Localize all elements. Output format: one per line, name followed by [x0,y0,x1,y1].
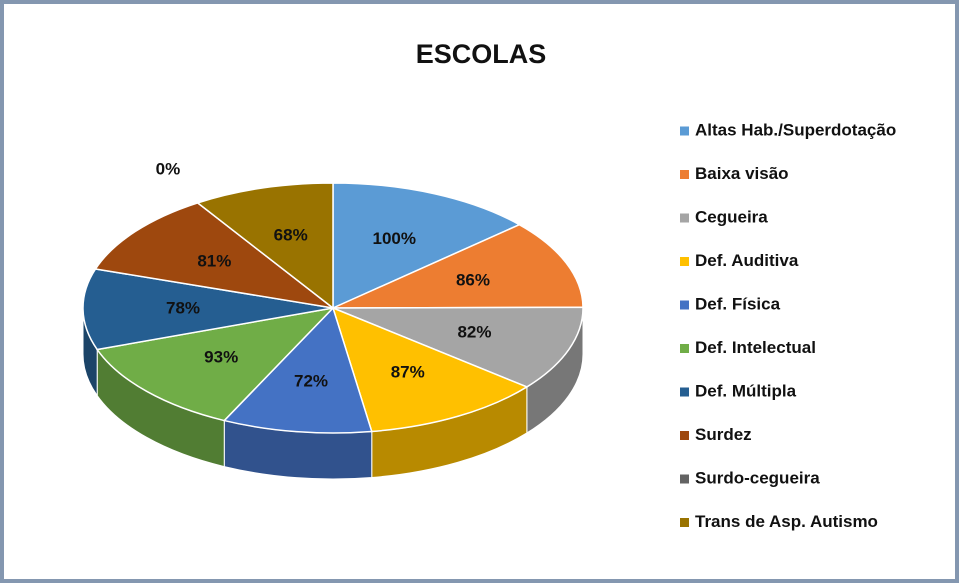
data-label: 78% [166,298,200,317]
legend-label: Cegueira [695,207,768,226]
legend-swatch [680,213,689,223]
legend-swatch [680,257,689,266]
legend-label: Def. Intelectual [695,338,816,357]
legend-label: Def. Auditiva [695,251,799,270]
legend-label: Def. Múltipla [695,381,797,400]
legend-swatch [680,170,689,179]
data-label: 87% [391,363,425,382]
pie-slice [196,182,334,310]
pie-slice [331,306,529,433]
data-label: 68% [274,226,308,245]
legend-swatch [680,518,689,527]
legend-swatch [680,387,689,397]
legend-label: Trans de Asp. Autismo [695,512,878,531]
pie-slice [332,182,522,310]
pie-slice [332,223,584,309]
legend-swatch [680,300,689,310]
legend-swatch [680,126,689,136]
chart-title: ESCOLAS [416,39,547,69]
data-label: 86% [456,271,490,290]
legend-swatch [680,431,689,440]
pie-slice [332,306,584,388]
pie-slice [82,268,334,351]
legend-label: Surdo-cegueira [695,468,820,487]
data-label: 81% [197,252,231,271]
data-label: 100% [372,229,415,248]
pie-slice [222,306,373,434]
data-label: 0% [156,159,181,178]
data-label: 72% [294,372,328,391]
legend-label: Baixa visão [695,164,789,183]
legend-label: Altas Hab./Superdotação [695,120,896,139]
legend-swatch [680,474,689,484]
legend-swatch [680,344,689,353]
pie-slice [94,202,334,309]
data-label: 93% [204,347,238,366]
legend-label: Surdez [695,425,752,444]
legend-label: Def. Física [695,294,781,313]
pie-slice [95,306,336,422]
data-label: 82% [457,322,491,341]
